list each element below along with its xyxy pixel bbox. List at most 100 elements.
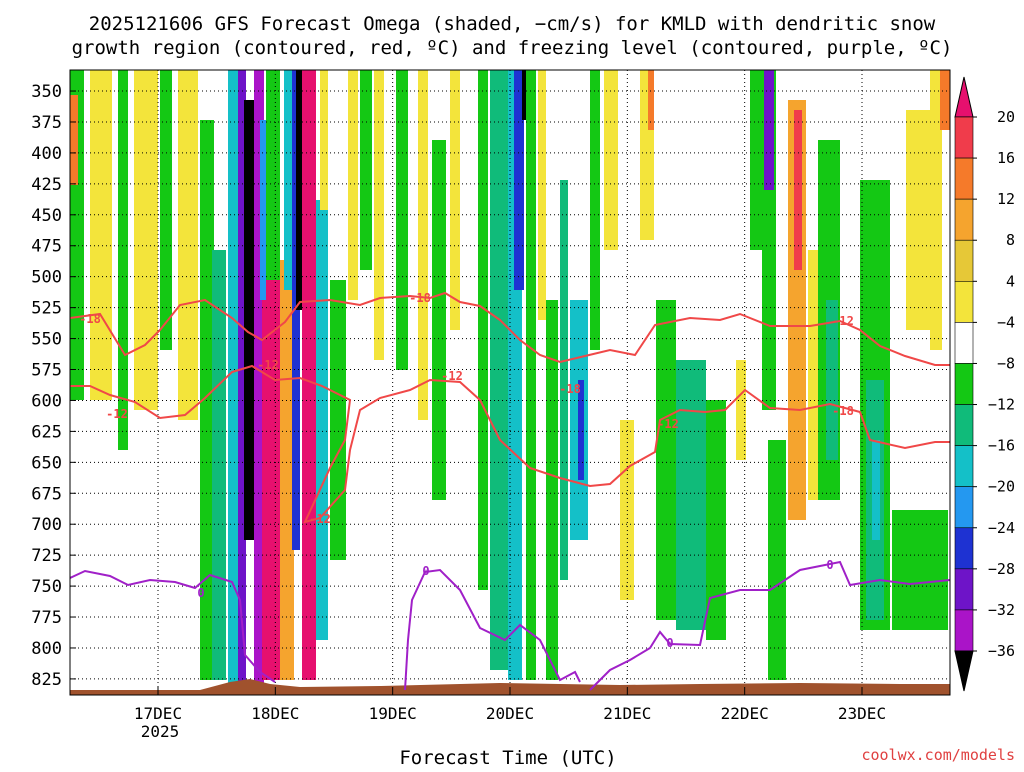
colorbar-swatch [954, 445, 974, 487]
y-tick-label: 375 [31, 113, 62, 133]
colorbar-swatch [954, 486, 974, 529]
x-axis: 17DEC 18DEC 19DEC 20DEC 21DEC 22DEC 23DEC [134, 687, 886, 723]
y-tick-label: 425 [31, 175, 62, 195]
colorbar-label: 20 [997, 108, 1015, 126]
omega-region [254, 70, 264, 690]
red-contour-label: -12 [257, 358, 279, 372]
omega-region [676, 360, 706, 630]
colorbar-swatch [954, 527, 974, 570]
x-tick-label: 18DEC [251, 704, 299, 723]
omega-region [284, 70, 292, 290]
omega-region [266, 70, 280, 280]
x-tick-label: 23DEC [838, 704, 886, 723]
omega-region [134, 70, 158, 410]
contour-labels: -18 -12 -12 -12 -18 -12 -18 -12 -12 -18 0 0 0 0 [79, 291, 854, 650]
omega-region [872, 440, 880, 540]
omega-region [396, 70, 408, 370]
omega-region [330, 280, 346, 560]
omega-region [90, 70, 112, 400]
y-tick-label: 825 [31, 670, 62, 690]
y-tick-label: 350 [31, 82, 62, 102]
omega-region [228, 70, 240, 690]
snow-growth-contours [70, 291, 950, 524]
colorbar-label: 4 [1006, 272, 1015, 290]
colorbar-swatch [954, 281, 974, 323]
omega-region [526, 70, 536, 680]
y-tick-label: 475 [31, 237, 62, 257]
colorbar-label: −24 [988, 519, 1015, 537]
omega-region [750, 70, 762, 250]
y-tick-label: 450 [31, 206, 62, 226]
omega-region [514, 70, 524, 290]
omega-region [604, 70, 618, 250]
omega-region [348, 70, 358, 300]
omega-region [768, 440, 786, 680]
y-axis: 350 375 400 425 450 475 500 525 550 575 600 625 650 6… [31, 82, 76, 690]
colorbar-label: −32 [988, 601, 1015, 619]
y-tick-label: 600 [31, 391, 62, 411]
omega-region [906, 110, 930, 330]
colorbar-bottom-arrow [954, 650, 974, 692]
omega-region [490, 70, 508, 670]
chart-title-line2: growth region (contoured, red, ºC) and f… [72, 37, 953, 59]
omega-region [160, 70, 172, 350]
colorbar-label: −36 [988, 642, 1015, 660]
red-contour-label: -18 [409, 291, 431, 305]
omega-region [118, 70, 128, 450]
omega-region [450, 70, 460, 330]
contour-line-minus12 [70, 364, 950, 524]
colorbar-swatch [954, 568, 974, 611]
colorbar-swatch [954, 322, 974, 364]
omega-region [262, 280, 282, 680]
colorbar-label: −28 [988, 560, 1015, 578]
omega-region [418, 70, 428, 420]
red-contour-label: -12 [657, 417, 679, 431]
y-tick-label: 800 [31, 639, 62, 659]
y-tick-label: 775 [31, 608, 62, 628]
colorbar-label: −16 [988, 437, 1015, 455]
omega-region [940, 70, 950, 130]
omega-region [374, 70, 384, 360]
omega-region [280, 260, 294, 680]
omega-shading [70, 70, 950, 690]
y-tick-label: 500 [31, 268, 62, 288]
omega-region [590, 70, 600, 350]
x-tick-label: 20DEC [486, 704, 534, 723]
colorbar-swatch [954, 363, 974, 405]
y-tick-label: 625 [31, 422, 62, 442]
contour-line-minus18 [70, 291, 950, 366]
omega-region [578, 380, 584, 480]
omega-region [178, 70, 198, 420]
chart-title-line1: 2025121606 GFS Forecast Omega (shaded, −… [89, 13, 936, 35]
y-tick-label: 400 [31, 144, 62, 164]
purple-contour-label: 0 [422, 564, 429, 578]
omega-region [212, 250, 226, 680]
omega-region [296, 70, 302, 310]
colorbar-swatch [954, 239, 974, 282]
gridlines [70, 70, 950, 695]
omega-region [260, 120, 266, 300]
omega-region [538, 70, 546, 320]
omega-region [560, 180, 568, 580]
colorbar-label: −8 [997, 354, 1015, 372]
purple-contour-label: 0 [197, 586, 204, 600]
credit-text: coolwx.com/models [861, 746, 1015, 764]
x-tick-label: 21DEC [603, 704, 651, 723]
red-contour-label: -18 [79, 312, 101, 326]
red-contour-label: -12 [309, 512, 331, 526]
colorbar-label: −12 [988, 396, 1015, 414]
colorbar-swatch [954, 404, 974, 446]
red-contour-label: -12 [441, 369, 463, 383]
omega-region [826, 300, 838, 460]
colorbar-swatch [954, 609, 974, 652]
omega-region [432, 140, 446, 500]
colorbar-swatch [954, 157, 974, 200]
omega-region [302, 70, 316, 680]
omega-region [546, 300, 558, 680]
colorbar-label: −4 [997, 313, 1015, 331]
y-tick-label: 750 [31, 577, 62, 597]
omega-region [70, 95, 78, 185]
colorbar-label: 8 [1006, 231, 1015, 249]
